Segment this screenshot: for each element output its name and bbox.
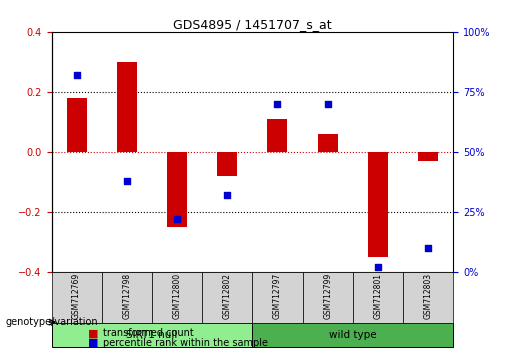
Title: GDS4895 / 1451707_s_at: GDS4895 / 1451707_s_at <box>173 18 332 31</box>
Point <box>374 264 382 270</box>
Point <box>173 216 181 222</box>
Bar <box>368 152 388 257</box>
Bar <box>217 152 237 176</box>
Text: GSM712801: GSM712801 <box>373 273 382 319</box>
Point <box>73 72 81 78</box>
Text: GSM712800: GSM712800 <box>173 273 181 319</box>
Text: GSM712797: GSM712797 <box>273 273 282 319</box>
Text: wild type: wild type <box>329 330 376 340</box>
FancyBboxPatch shape <box>152 272 202 323</box>
Text: ■: ■ <box>88 338 98 348</box>
Point <box>123 178 131 183</box>
Point <box>223 192 231 198</box>
Text: SIRT1 null: SIRT1 null <box>126 330 178 340</box>
Bar <box>66 98 87 152</box>
Text: GSM712798: GSM712798 <box>123 273 131 319</box>
FancyBboxPatch shape <box>52 323 252 347</box>
Bar <box>418 152 438 161</box>
Point <box>273 101 282 107</box>
FancyBboxPatch shape <box>303 272 353 323</box>
FancyBboxPatch shape <box>252 323 453 347</box>
Text: genotype/variation: genotype/variation <box>5 317 98 327</box>
Point <box>424 245 432 251</box>
Text: GSM712799: GSM712799 <box>323 273 332 319</box>
FancyBboxPatch shape <box>102 272 152 323</box>
Point <box>323 101 332 107</box>
Text: transformed count: transformed count <box>103 329 194 338</box>
Text: GSM712802: GSM712802 <box>223 273 232 319</box>
Text: ■: ■ <box>88 329 98 338</box>
Bar <box>167 152 187 227</box>
FancyBboxPatch shape <box>202 272 252 323</box>
Bar <box>267 119 287 152</box>
FancyBboxPatch shape <box>252 272 303 323</box>
FancyBboxPatch shape <box>353 272 403 323</box>
Text: percentile rank within the sample: percentile rank within the sample <box>103 338 268 348</box>
Bar <box>318 134 338 152</box>
Bar <box>117 62 137 152</box>
Text: GSM712769: GSM712769 <box>72 273 81 319</box>
FancyBboxPatch shape <box>403 272 453 323</box>
Text: GSM712803: GSM712803 <box>424 273 433 319</box>
FancyBboxPatch shape <box>52 272 102 323</box>
